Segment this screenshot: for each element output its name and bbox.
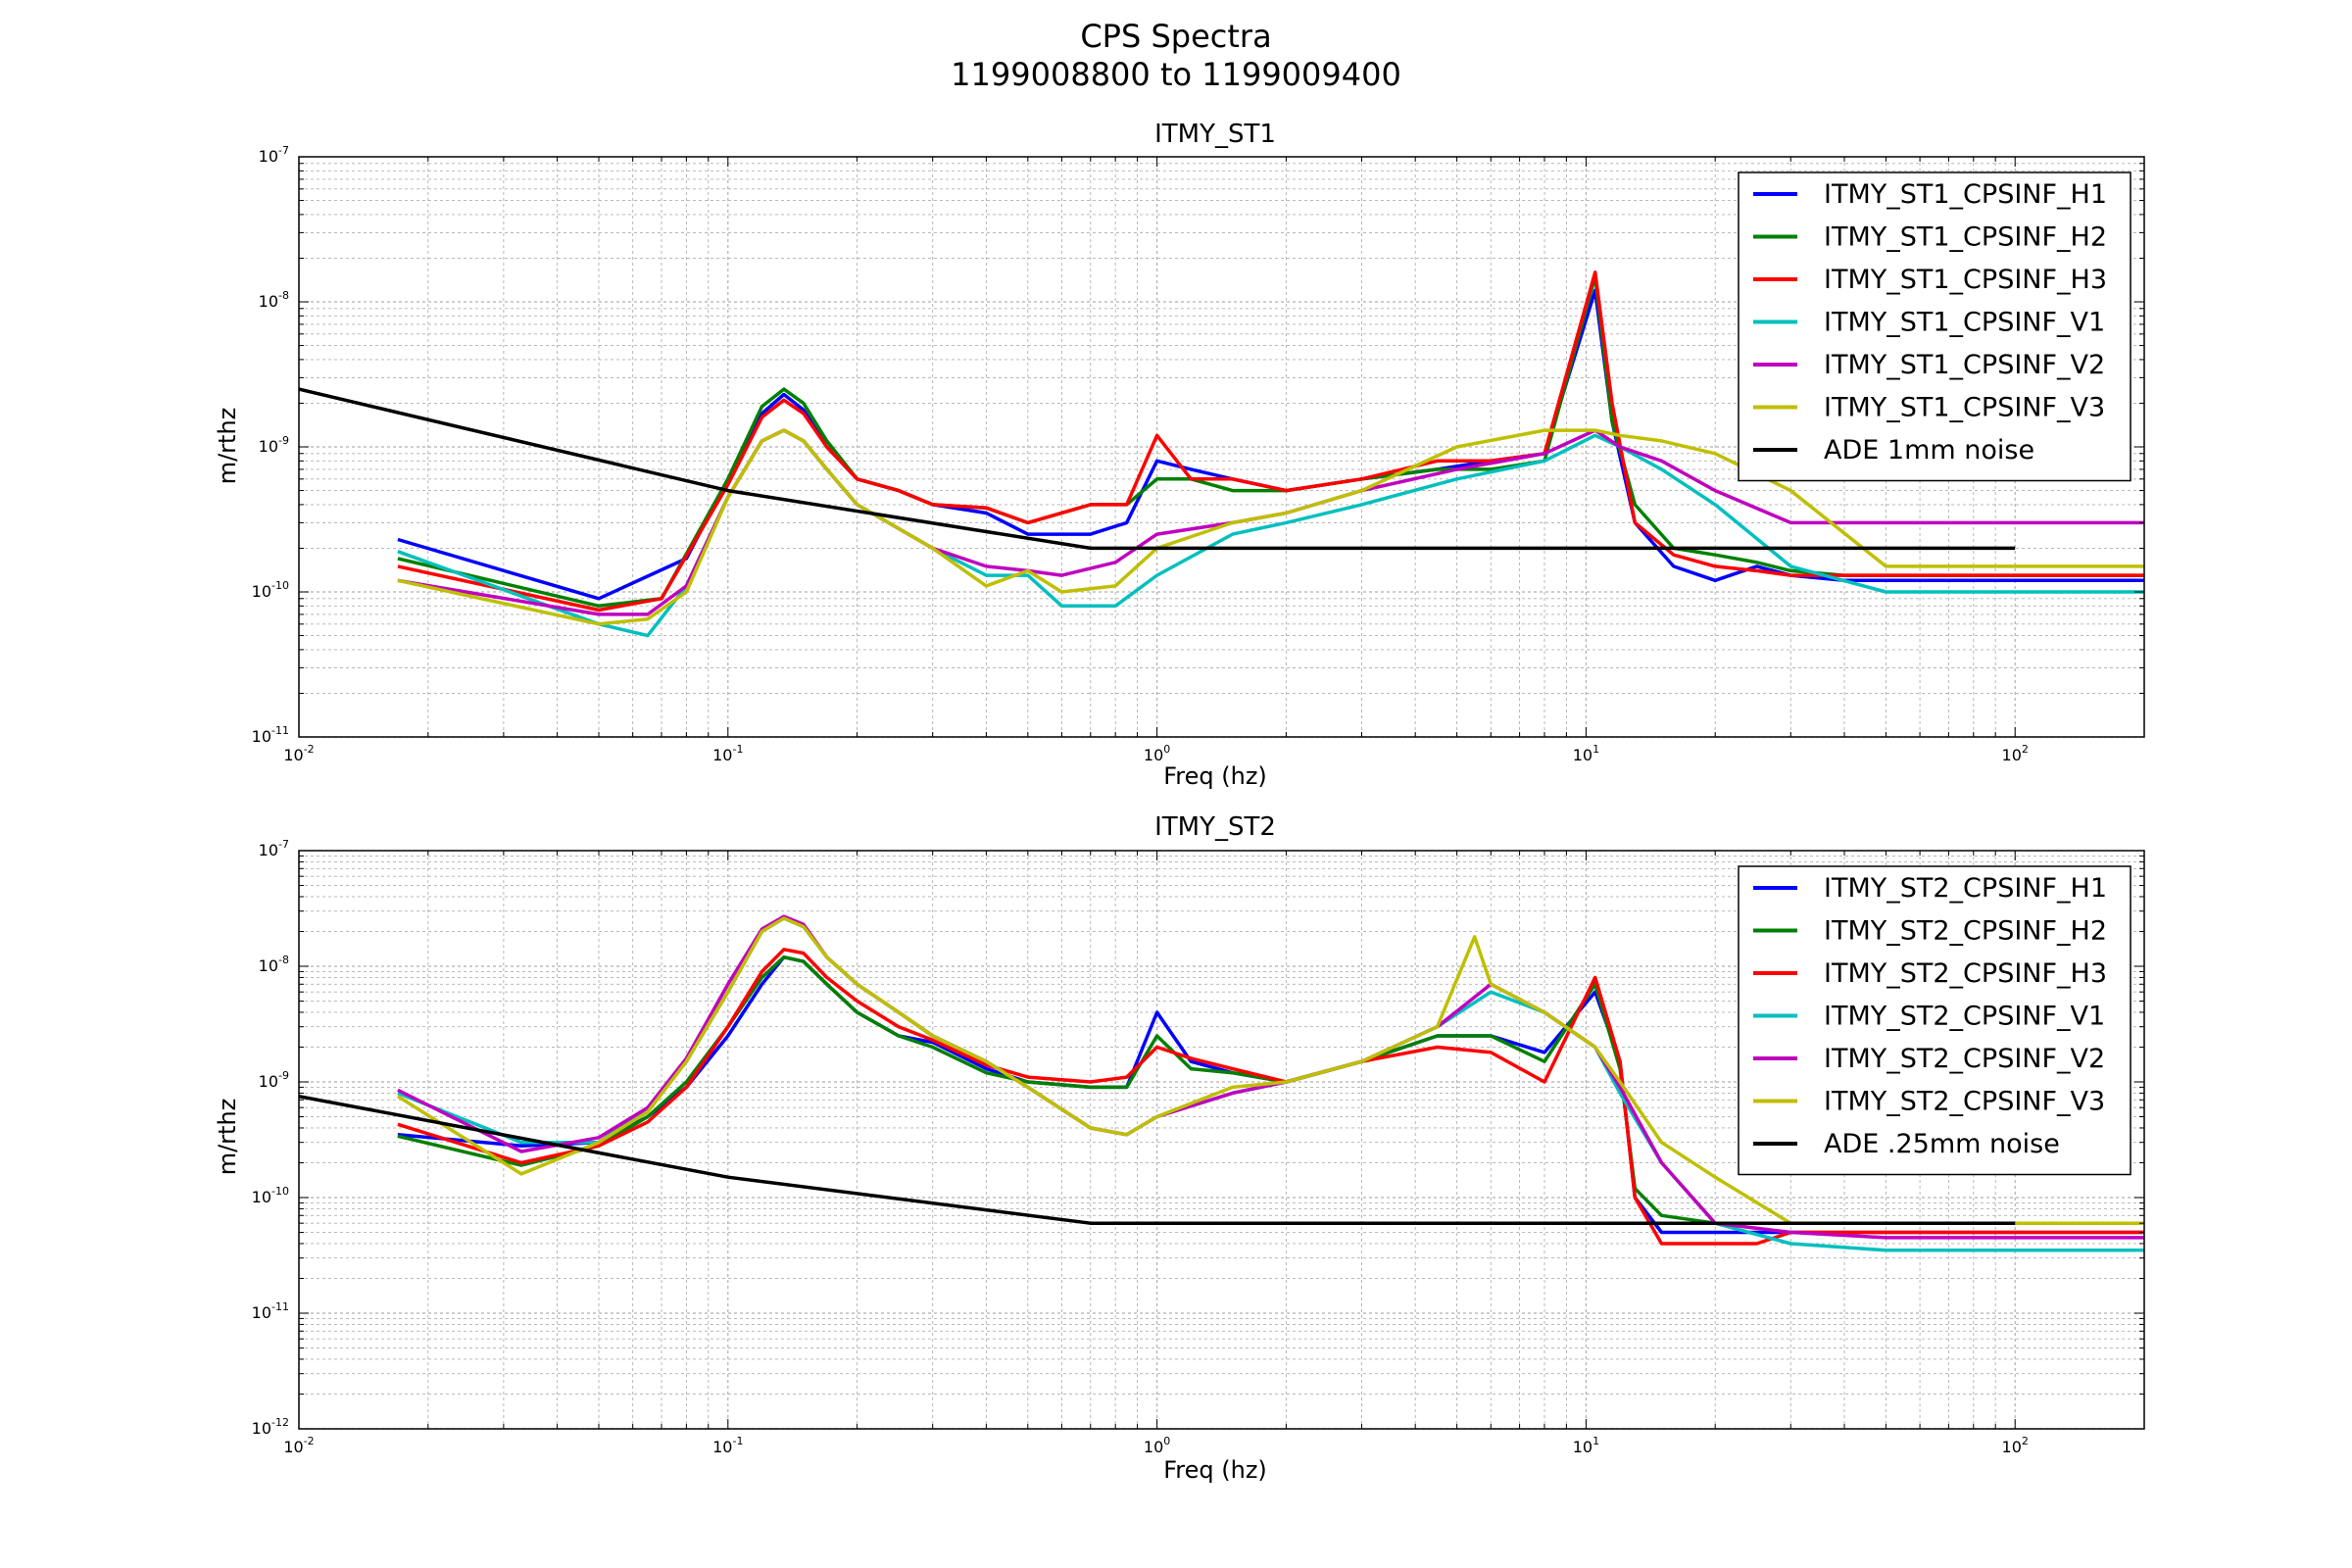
x-tick-label: 10-2 xyxy=(283,1435,314,1456)
series-line-ade-25mm-noise xyxy=(299,1094,2016,1225)
y-tick-label: 10-8 xyxy=(259,289,289,311)
x-tick-label: 100 xyxy=(1144,1435,1170,1456)
legend-label: ITMY_ST1_CPSINF_H3 xyxy=(1824,265,2107,295)
legend-label: ADE 1mm noise xyxy=(1824,435,2034,466)
legend-label: ITMY_ST1_CPSINF_V2 xyxy=(1824,350,2105,380)
series-line-itmy-st2-cpsinf-h3 xyxy=(397,948,2144,1246)
panel-title: ITMY_ST1 xyxy=(1154,120,1276,149)
y-axis-label: m/rthz xyxy=(214,1099,241,1176)
legend-label: ITMY_ST2_CPSINF_H1 xyxy=(1824,873,2107,904)
series-line-itmy-st1-cpsinf-h2 xyxy=(397,274,2144,609)
x-tick-label: 102 xyxy=(2002,1435,2029,1456)
x-tick-label: 101 xyxy=(1573,1435,1599,1456)
series-line-ade-1mm-noise xyxy=(299,387,2016,551)
series-line-itmy-st1-cpsinf-v3 xyxy=(397,428,2144,626)
y-tick-label: 10-11 xyxy=(252,1300,289,1322)
legend-label: ITMY_ST2_CPSINF_H3 xyxy=(1824,958,2107,989)
figure-title-line1: CPS Spectra xyxy=(1080,18,1271,55)
y-tick-label: 10-8 xyxy=(259,954,289,975)
y-tick-label: 10-7 xyxy=(259,838,289,859)
series-line-itmy-st2-cpsinf-v3 xyxy=(396,916,2144,1225)
panel-itmy-st1: ITMY_ST1 Freq (hz) m/rthz 10-2 10-1 100 101… xyxy=(214,120,2145,790)
panel-title: ITMY_ST2 xyxy=(1154,812,1276,842)
series-line-itmy-st1-cpsinf-h1 xyxy=(397,288,2144,601)
plot-frame xyxy=(298,850,2145,1430)
legend-label: ITMY_ST2_CPSINF_V3 xyxy=(1824,1087,2105,1117)
legend-label: ITMY_ST1_CPSINF_H1 xyxy=(1824,179,2107,210)
series-group xyxy=(299,270,2144,638)
legend-label: ADE .25mm noise xyxy=(1824,1129,2060,1159)
figure-title-line2: 1199008800 to 1199009400 xyxy=(951,56,1401,93)
legend-label: ITMY_ST1_CPSINF_H2 xyxy=(1824,222,2107,253)
panel-itmy-st2: ITMY_ST2 Freq (hz) m/rthz 10-2 10-1 100 101… xyxy=(214,812,2145,1484)
x-tick-label: 102 xyxy=(2002,743,2029,764)
x-tick-label: 10-1 xyxy=(712,1435,743,1456)
y-tick-label: 10-9 xyxy=(259,1069,289,1091)
legend-label: ITMY_ST2_CPSINF_V2 xyxy=(1824,1044,2105,1074)
y-tick-label: 10-10 xyxy=(252,1185,289,1206)
x-tick-label: 10-2 xyxy=(283,743,314,764)
legend-label: ITMY_ST2_CPSINF_V1 xyxy=(1824,1002,2105,1032)
grid xyxy=(298,851,2145,1430)
y-tick-label: 10-11 xyxy=(252,724,289,746)
series-line-itmy-st1-cpsinf-h3 xyxy=(397,270,2144,612)
x-tick-label: 101 xyxy=(1573,743,1599,764)
legend-label: ITMY_ST1_CPSINF_V1 xyxy=(1824,308,2105,338)
y-tick-label: 10-10 xyxy=(252,579,289,601)
y-axis-label: m/rthz xyxy=(214,408,241,485)
axis-ticks xyxy=(298,851,2145,1430)
series-group xyxy=(299,914,2144,1252)
y-tick-label: 10-12 xyxy=(252,1416,289,1438)
legend-box xyxy=(1738,865,2132,1176)
legend: ITMY_ST2_CPSINF_H1 ITMY_ST2_CPSINF_H2 ITMY… xyxy=(1738,865,2132,1176)
y-tick-label: 10-9 xyxy=(259,434,289,456)
x-tick-label: 100 xyxy=(1144,743,1170,764)
legend-label: ITMY_ST1_CPSINF_V3 xyxy=(1824,393,2105,423)
legend-box xyxy=(1738,172,2132,482)
axis-ticks xyxy=(298,157,2145,738)
y-tick-label: 10-7 xyxy=(259,144,289,166)
x-tick-label: 10-1 xyxy=(712,743,743,764)
legend: ITMY_ST1_CPSINF_H1 ITMY_ST1_CPSINF_H2 ITMY… xyxy=(1738,172,2132,482)
x-axis-label: Freq (hz) xyxy=(1163,1456,1267,1484)
x-axis-label: Freq (hz) xyxy=(1163,762,1267,790)
series-line-itmy-st2-cpsinf-h1 xyxy=(397,955,2144,1235)
legend-label: ITMY_ST2_CPSINF_H2 xyxy=(1824,916,2107,947)
